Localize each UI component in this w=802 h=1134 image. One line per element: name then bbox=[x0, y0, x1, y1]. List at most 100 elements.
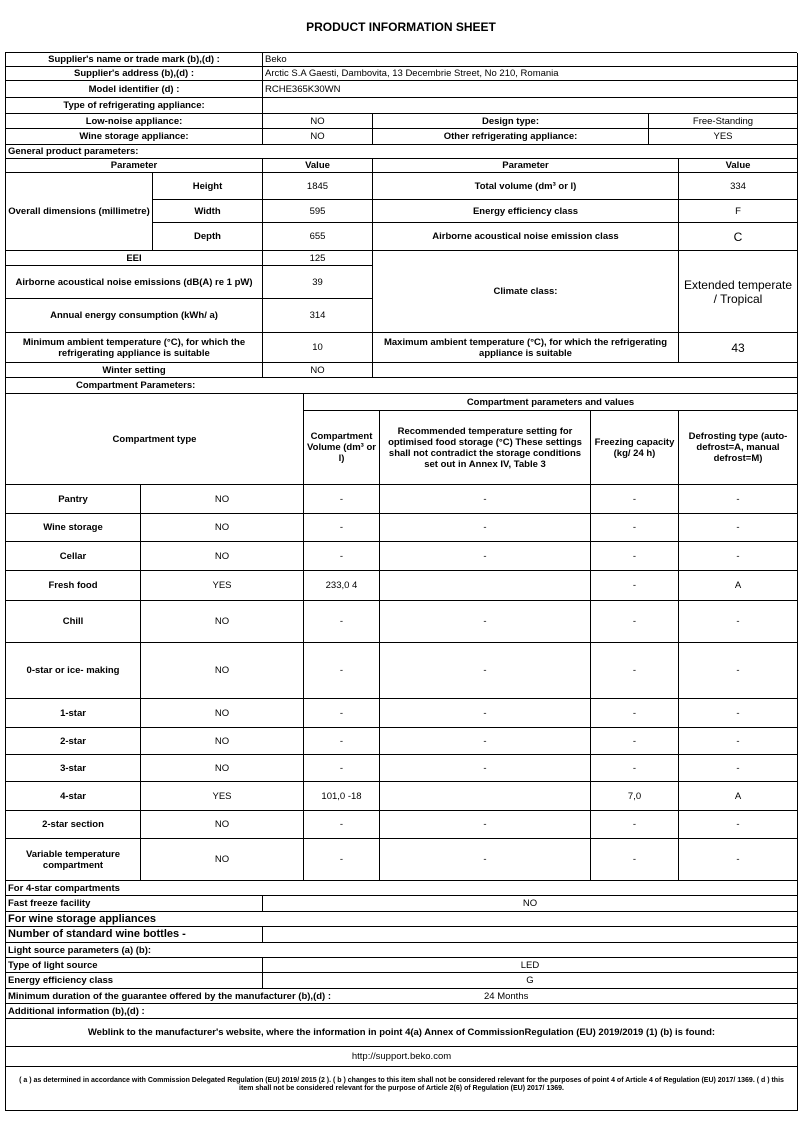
compartment-defrost: A bbox=[679, 782, 798, 811]
compartment-name: 2-star bbox=[6, 728, 141, 755]
compartment-present: NO bbox=[141, 485, 304, 514]
compartment-name: 3-star bbox=[6, 755, 141, 782]
total-volume-label: Total volume (dm³ or l) bbox=[373, 173, 679, 200]
compartment-temp: - bbox=[380, 542, 591, 571]
compartment-name: 2-star section bbox=[6, 811, 141, 839]
annual-energy-label: Annual energy consumption (kWh/ a) bbox=[6, 299, 263, 333]
compartment-name: Fresh food bbox=[6, 571, 141, 601]
compartment-present: NO bbox=[141, 811, 304, 839]
compartment-volume: - bbox=[304, 755, 380, 782]
compartment-volume: - bbox=[304, 839, 380, 881]
light-type-label: Type of light source bbox=[6, 958, 263, 973]
compartment-freezing: - bbox=[591, 728, 679, 755]
compartment-volume: - bbox=[304, 514, 380, 542]
compartment-temp: - bbox=[380, 839, 591, 881]
height-label: Height bbox=[153, 173, 263, 200]
weblink[interactable]: http://support.beko.com bbox=[6, 1047, 798, 1067]
value-header-left: Value bbox=[263, 159, 373, 173]
compartment-present: YES bbox=[141, 782, 304, 811]
compartment-temp: - bbox=[380, 811, 591, 839]
volume-header: Compartment Volume (dm³ or l) bbox=[304, 411, 380, 485]
max-ambient-value: 43 bbox=[679, 333, 798, 363]
compartment-defrost: - bbox=[679, 643, 798, 699]
compartment-freezing: - bbox=[591, 485, 679, 514]
compartment-volume: - bbox=[304, 643, 380, 699]
compartment-volume: - bbox=[304, 542, 380, 571]
page-title: PRODUCT INFORMATION SHEET bbox=[306, 20, 496, 34]
compartment-freezing: - bbox=[591, 839, 679, 881]
wine-appliance-label: Wine storage appliance: bbox=[6, 129, 263, 145]
compartment-present: NO bbox=[141, 699, 304, 728]
compartment-type-header: Compartment type bbox=[6, 394, 304, 485]
winter-label: Winter setting bbox=[6, 363, 263, 378]
compartment-defrost: A bbox=[679, 571, 798, 601]
param-header-left: Parameter bbox=[6, 159, 263, 173]
min-ambient-label: Minimum ambient temperature (°C), for wh… bbox=[6, 333, 263, 363]
compartment-temp bbox=[380, 571, 591, 601]
compartment-name: 4-star bbox=[6, 782, 141, 811]
supplier-name-label: Supplier's name or trade mark (b),(d) : bbox=[6, 53, 263, 67]
compartment-present: NO bbox=[141, 643, 304, 699]
fast-freeze-value: NO bbox=[263, 896, 798, 912]
low-noise-value: NO bbox=[263, 114, 373, 129]
compartment-present: NO bbox=[141, 728, 304, 755]
compartment-defrost: - bbox=[679, 601, 798, 643]
light-class-label: Energy efficiency class bbox=[6, 973, 263, 989]
footnote: ( a ) as determined in accordance with C… bbox=[6, 1067, 798, 1111]
compartment-defrost: - bbox=[679, 542, 798, 571]
compartment-name: 0-star or ice- making bbox=[6, 643, 141, 699]
other-appliance-label: Other refrigerating appliance: bbox=[373, 129, 649, 145]
compartment-heading: Compartment Parameters: bbox=[6, 378, 798, 394]
climate-class-value: Extended temperate / Tropical bbox=[679, 251, 798, 333]
temp-header: Recommended temperature setting for opti… bbox=[380, 411, 591, 485]
depth-label: Depth bbox=[153, 223, 263, 251]
design-type-label: Design type: bbox=[373, 114, 649, 129]
max-ambient-label: Maximum ambient temperature (°C), for wh… bbox=[373, 333, 679, 363]
supplier-address-label: Supplier's address (b),(d) : bbox=[6, 67, 263, 81]
compartment-volume: - bbox=[304, 699, 380, 728]
compartment-defrost: - bbox=[679, 728, 798, 755]
annual-energy-value: 314 bbox=[263, 299, 373, 333]
wine-appliance-value: NO bbox=[263, 129, 373, 145]
compartment-present: NO bbox=[141, 755, 304, 782]
height-value: 1845 bbox=[263, 173, 373, 200]
compartment-volume: - bbox=[304, 485, 380, 514]
total-volume-value: 334 bbox=[679, 173, 798, 200]
compartment-present: NO bbox=[141, 601, 304, 643]
compartment-volume: - bbox=[304, 811, 380, 839]
compartment-temp: - bbox=[380, 601, 591, 643]
product-info-table: Supplier's name or trade mark (b),(d) : … bbox=[5, 52, 798, 1111]
wine-bottles-value bbox=[263, 927, 798, 943]
defrost-header: Defrosting type (auto-defrost=A, manual … bbox=[679, 411, 798, 485]
low-noise-label: Low-noise appliance: bbox=[6, 114, 263, 129]
compartment-freezing: - bbox=[591, 643, 679, 699]
compartment-defrost: - bbox=[679, 514, 798, 542]
compartment-volume: 101,0 -18 bbox=[304, 782, 380, 811]
model-label: Model identifier (d) : bbox=[6, 81, 263, 98]
light-type-value: LED bbox=[263, 958, 798, 973]
compartment-volume: 233,0 4 bbox=[304, 571, 380, 601]
compartment-name: Pantry bbox=[6, 485, 141, 514]
compartment-defrost: - bbox=[679, 811, 798, 839]
compartment-present: NO bbox=[141, 514, 304, 542]
dimensions-label: Overall dimensions (millimetre) bbox=[6, 173, 153, 251]
additional-info-label: Additional information (b),(d) : bbox=[6, 1004, 798, 1019]
wine-bottles-label: Number of standard wine bottles - bbox=[6, 927, 263, 943]
value-header-right: Value bbox=[679, 159, 798, 173]
compartment-temp: - bbox=[380, 755, 591, 782]
weblink-label: Weblink to the manufacturer's website, w… bbox=[6, 1019, 798, 1047]
compartment-temp: - bbox=[380, 485, 591, 514]
other-appliance-value: YES bbox=[649, 129, 798, 145]
compartment-defrost: - bbox=[679, 485, 798, 514]
compartment-name: Cellar bbox=[6, 542, 141, 571]
compartment-freezing: - bbox=[591, 755, 679, 782]
noise-label: Airborne acoustical noise emissions (dB(… bbox=[6, 266, 263, 299]
compartment-name: Wine storage bbox=[6, 514, 141, 542]
noise-class-value: C bbox=[679, 223, 798, 251]
compartment-volume: - bbox=[304, 601, 380, 643]
freezing-header: Freezing capacity (kg/ 24 h) bbox=[591, 411, 679, 485]
compartment-freezing: - bbox=[591, 811, 679, 839]
general-heading: General product parameters: bbox=[6, 145, 798, 159]
compartment-temp: - bbox=[380, 643, 591, 699]
appliance-type-empty bbox=[263, 98, 798, 114]
